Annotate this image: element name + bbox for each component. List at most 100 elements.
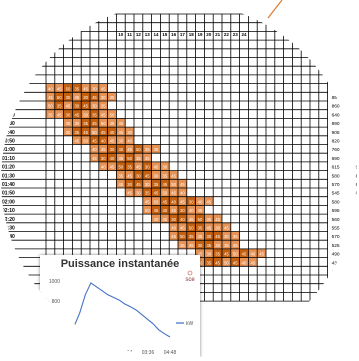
grid-cell-filled — [160, 161, 170, 171]
grid-cell-filled — [98, 135, 108, 145]
grid-cell-filled — [107, 109, 117, 119]
grid-cell-filled — [72, 118, 82, 128]
grid-cell-filled — [195, 214, 205, 223]
grid-cell-filled — [160, 205, 170, 215]
grid-cell-value: 30 — [189, 199, 194, 204]
grid-cell-filled — [107, 92, 117, 101]
grid-cell-value: 45 — [57, 112, 62, 117]
grid-cell-value: 45 — [180, 199, 185, 204]
grid-cell-value: 35 — [74, 130, 79, 135]
grid-cell-value: 45 — [215, 217, 220, 222]
grid-cell-filled — [81, 135, 90, 145]
grid-cell-filled — [90, 83, 99, 93]
grid-cell-filled — [116, 135, 126, 145]
grid-cell-filled — [107, 153, 117, 162]
grid-cell-value: 45 — [145, 173, 150, 178]
grid-cell-value: 50 — [92, 130, 97, 135]
grid-cell-value: 50 — [233, 252, 238, 257]
grid-cell-value: 35 — [118, 173, 123, 178]
row-time-label: 02:00 — [2, 199, 15, 205]
grid-cell-value: 45 — [162, 217, 167, 222]
grid-cell-value: 40 — [180, 217, 185, 222]
grid-cell-filled — [257, 248, 266, 258]
grid-cell-filled — [151, 170, 161, 180]
sce-logo: sce — [185, 277, 195, 283]
grid-cell-filled — [134, 188, 143, 197]
grid-cell-value: 50 — [110, 112, 115, 117]
grid-cell-filled — [230, 248, 240, 258]
legend-label: kW — [186, 321, 194, 327]
grid-cell-filled — [142, 170, 152, 180]
grid-cell-value: 30 — [127, 130, 132, 135]
grid-cell-filled — [151, 161, 161, 171]
grid-cell-value: 45 — [118, 156, 123, 161]
grid-cell-value: 50 — [154, 199, 159, 204]
row-total-value: 525 — [332, 243, 340, 249]
grid-cell-filled — [46, 83, 55, 93]
grid-cell-filled — [81, 118, 90, 128]
grid-cell-value: 30 — [180, 208, 185, 213]
grid-cell-filled — [160, 179, 170, 188]
y-tick-label: 1000 — [49, 279, 60, 285]
row-total-value: 430 — [332, 260, 340, 266]
grid-cell-filled — [213, 248, 222, 258]
grid-cell-filled — [72, 127, 82, 136]
row-extra-value: 8 — [356, 191, 359, 197]
grid-cell-value: 30 — [206, 252, 211, 257]
grid-cell-filled — [107, 161, 117, 171]
grid-cell-filled — [178, 196, 187, 206]
grid-cell-filled — [204, 222, 214, 232]
grid-cell-filled — [142, 188, 152, 197]
grid-cell-filled — [160, 188, 170, 197]
grid-cell-value: 30 — [215, 226, 220, 231]
grid-cell-filled — [160, 170, 170, 180]
grid-cell-value: 45 — [92, 121, 97, 126]
grid-cell-value: 30 — [118, 139, 123, 144]
grid-cell-value: 45 — [101, 112, 106, 117]
grid-cell-filled — [151, 144, 161, 154]
grid-cell-filled — [72, 109, 82, 119]
grid-cell-filled — [81, 92, 90, 101]
grid-cell-filled — [98, 144, 108, 154]
row-total-value: 555 — [332, 226, 340, 232]
grid-cell-filled — [230, 231, 240, 241]
grid-cell-value: 45 — [110, 165, 115, 170]
grid-cell-value: 40 — [101, 165, 106, 170]
grid-cell-filled — [90, 101, 99, 110]
grid-cell-filled — [63, 109, 73, 119]
grid-cell-filled — [125, 144, 134, 154]
grid-cell-value: 30 — [154, 173, 159, 178]
grid-cell-value: 30 — [206, 234, 211, 239]
grid-cell-filled — [239, 257, 249, 267]
grid-cell-filled — [195, 257, 205, 267]
grid-cell-filled — [116, 127, 126, 136]
grid-cell-value: 45 — [57, 86, 62, 91]
grid-cell-value: 45 — [233, 243, 238, 248]
grid-cell-filled — [54, 101, 64, 110]
grid-cell-value: 40 — [110, 156, 115, 161]
grid-cell-value: 35 — [48, 112, 53, 117]
grid-cell-value: 30 — [83, 95, 88, 100]
row-time-label: 02:30 — [2, 226, 15, 232]
grid-cell-filled — [239, 248, 249, 258]
grid-cell-value: 30 — [215, 243, 220, 248]
grid-cell-filled — [90, 127, 99, 136]
grid-cell-filled — [46, 109, 55, 119]
grid-cell-value: 35 — [154, 182, 159, 187]
grid-cell-value: 45 — [250, 260, 255, 265]
grid-cell-value: 35 — [206, 260, 211, 265]
chart-title: Puissance instantanée — [60, 258, 180, 270]
grid-cell-filled — [125, 127, 134, 136]
row-total-value: 545 — [332, 191, 340, 197]
column-header-number: 17 — [180, 32, 186, 37]
grid-cell-filled — [186, 240, 196, 249]
grid-cell-value: 45 — [83, 130, 88, 135]
grid-cell-value: 50 — [57, 95, 62, 100]
row-total-value: 580 — [332, 173, 340, 179]
grid-cell-filled — [98, 83, 108, 93]
grid-cell-filled — [169, 170, 178, 180]
column-header-number: 20 — [206, 32, 212, 37]
grid-cell-filled — [125, 170, 134, 180]
grid-cell-value: 35 — [101, 104, 106, 109]
